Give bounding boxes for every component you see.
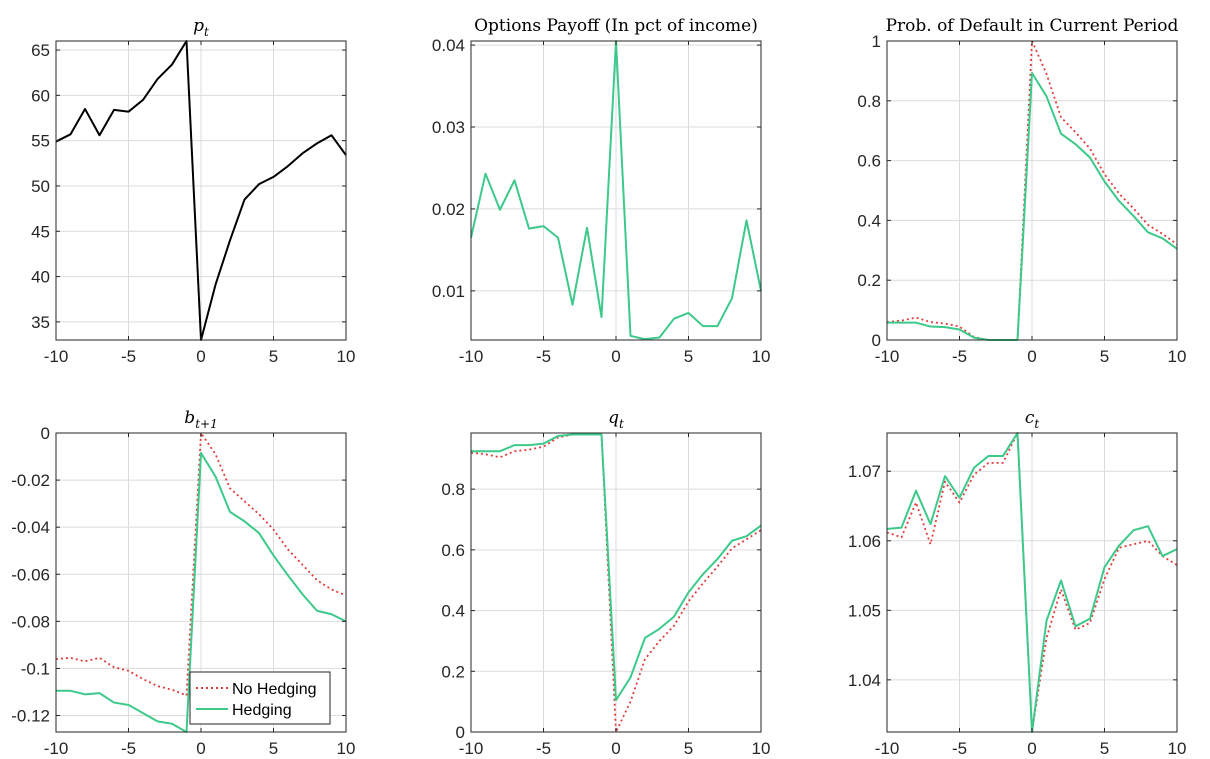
- panel-6: -10 -5 0 5 10 1.04 1.05 1.06 1.07 ct: [848, 408, 1187, 758]
- x-tick-label: -5: [121, 739, 136, 758]
- panel-title: Prob. of Default in Current Period: [886, 16, 1179, 36]
- y-tick-label: -0.04: [11, 518, 50, 537]
- x-tick-label: -10: [875, 347, 900, 366]
- y-tick-label: 1.05: [848, 601, 881, 620]
- x-tick-label: 10: [337, 347, 356, 366]
- y-tick-label: 40: [31, 268, 50, 287]
- series-line-hedging: [471, 433, 762, 702]
- x-tick-label: 10: [337, 739, 356, 758]
- panel-title: Options Payoff (In pct of income): [474, 16, 758, 36]
- y-tick-label: 65: [31, 41, 50, 60]
- legend-box: [189, 671, 331, 725]
- series-line-no-hedging: [886, 40, 1178, 341]
- x-tick-label: 0: [611, 347, 620, 366]
- x-tick-label: -5: [952, 347, 967, 366]
- panel-5: -10 -5 0 5 10 0 0.2 0.4 0.6 0.8 qt: [441, 408, 770, 758]
- y-tick-label: -0.12: [11, 707, 50, 726]
- y-tick-label: 0: [456, 723, 465, 742]
- y-tick-label: 60: [31, 86, 50, 105]
- y-tick-label: 0: [872, 331, 881, 350]
- x-tick-label: -10: [459, 347, 484, 366]
- y-tick-label: 0.2: [857, 271, 881, 290]
- y-tick-label: 0.8: [857, 92, 881, 111]
- y-tick-label: 1: [872, 32, 881, 51]
- panel-4: -10 -5 0 5 10 -0.12 -0.1 -0.08 -0.06 -0.04 -0.02 0 b…: [11, 408, 355, 758]
- x-tick-label: -10: [44, 739, 69, 758]
- y-tick-label: 45: [31, 222, 50, 241]
- panel-title: ct: [1025, 408, 1040, 431]
- x-tick-label: 5: [269, 739, 278, 758]
- x-tick-label: 0: [611, 739, 620, 758]
- panel-title: pt: [193, 16, 209, 39]
- x-tick-label: 10: [752, 739, 771, 758]
- legend: No Hedging Hedging: [189, 671, 331, 725]
- y-tick-label: 0.2: [441, 662, 465, 681]
- x-tick-label: -5: [121, 347, 136, 366]
- x-tick-label: -5: [536, 347, 551, 366]
- panel-2: -10 -5 0 5 10 0.01 0.02 0.03 0.04 Options Payoff …: [432, 16, 771, 366]
- y-tick-label: 0.02: [432, 200, 465, 219]
- y-tick-label: 35: [31, 313, 50, 332]
- y-tick-label: 0.4: [857, 211, 881, 230]
- x-tick-label: 10: [752, 347, 771, 366]
- x-tick-label: 5: [1100, 347, 1109, 366]
- x-tick-label: 5: [269, 347, 278, 366]
- x-tick-label: 5: [684, 739, 693, 758]
- y-tick-label: -0.08: [11, 612, 50, 631]
- legend-label: Hedging: [232, 702, 292, 719]
- y-tick-label: 1.07: [848, 462, 881, 481]
- y-tick-label: 0.6: [441, 541, 465, 560]
- panel-1: -10 -5 0 5 10 35 40 45 50 55 60 65 pt: [31, 16, 355, 366]
- y-tick-label: 0.04: [432, 36, 465, 55]
- x-tick-label: -10: [44, 347, 69, 366]
- y-tick-label: 0.03: [432, 118, 465, 137]
- series-line-hedging: [887, 71, 1178, 341]
- panel-title: qt: [608, 408, 624, 431]
- legend-label: No Hedging: [232, 681, 317, 698]
- x-tick-label: 5: [1100, 739, 1109, 758]
- y-tick-label: 50: [31, 177, 50, 196]
- y-tick-label: 1.04: [848, 671, 881, 690]
- series-line-hedging: [56, 452, 347, 733]
- y-tick-label: -0.06: [11, 565, 50, 584]
- x-tick-label: 10: [1168, 739, 1187, 758]
- series-line-no-hedging: [55, 432, 347, 697]
- x-tick-label: -5: [952, 739, 967, 758]
- x-tick-label: -10: [459, 739, 484, 758]
- y-tick-label: -0.02: [11, 471, 50, 490]
- x-tick-label: 0: [196, 347, 205, 366]
- x-tick-label: -5: [536, 739, 551, 758]
- y-tick-label: 0.4: [441, 602, 465, 621]
- y-tick-label: 55: [31, 132, 50, 151]
- y-tick-label: 0.01: [432, 282, 465, 301]
- y-tick-label: 0.8: [441, 480, 465, 499]
- panel-title: bt+1: [184, 408, 217, 431]
- x-tick-label: 10: [1168, 347, 1187, 366]
- x-tick-label: 0: [1027, 347, 1036, 366]
- y-tick-label: -0.1: [21, 659, 50, 678]
- x-tick-label: 0: [196, 739, 205, 758]
- x-tick-label: -10: [875, 739, 900, 758]
- x-tick-label: 0: [1027, 739, 1036, 758]
- x-tick-label: 5: [684, 347, 693, 366]
- panel-3: -10 -5 0 5 10 0 0.2 0.4 0.6 0.8 1 Prob. of Default …: [857, 16, 1186, 366]
- y-tick-label: 0: [41, 424, 50, 443]
- y-tick-label: 1.06: [848, 532, 881, 551]
- y-tick-label: 0.6: [857, 152, 881, 171]
